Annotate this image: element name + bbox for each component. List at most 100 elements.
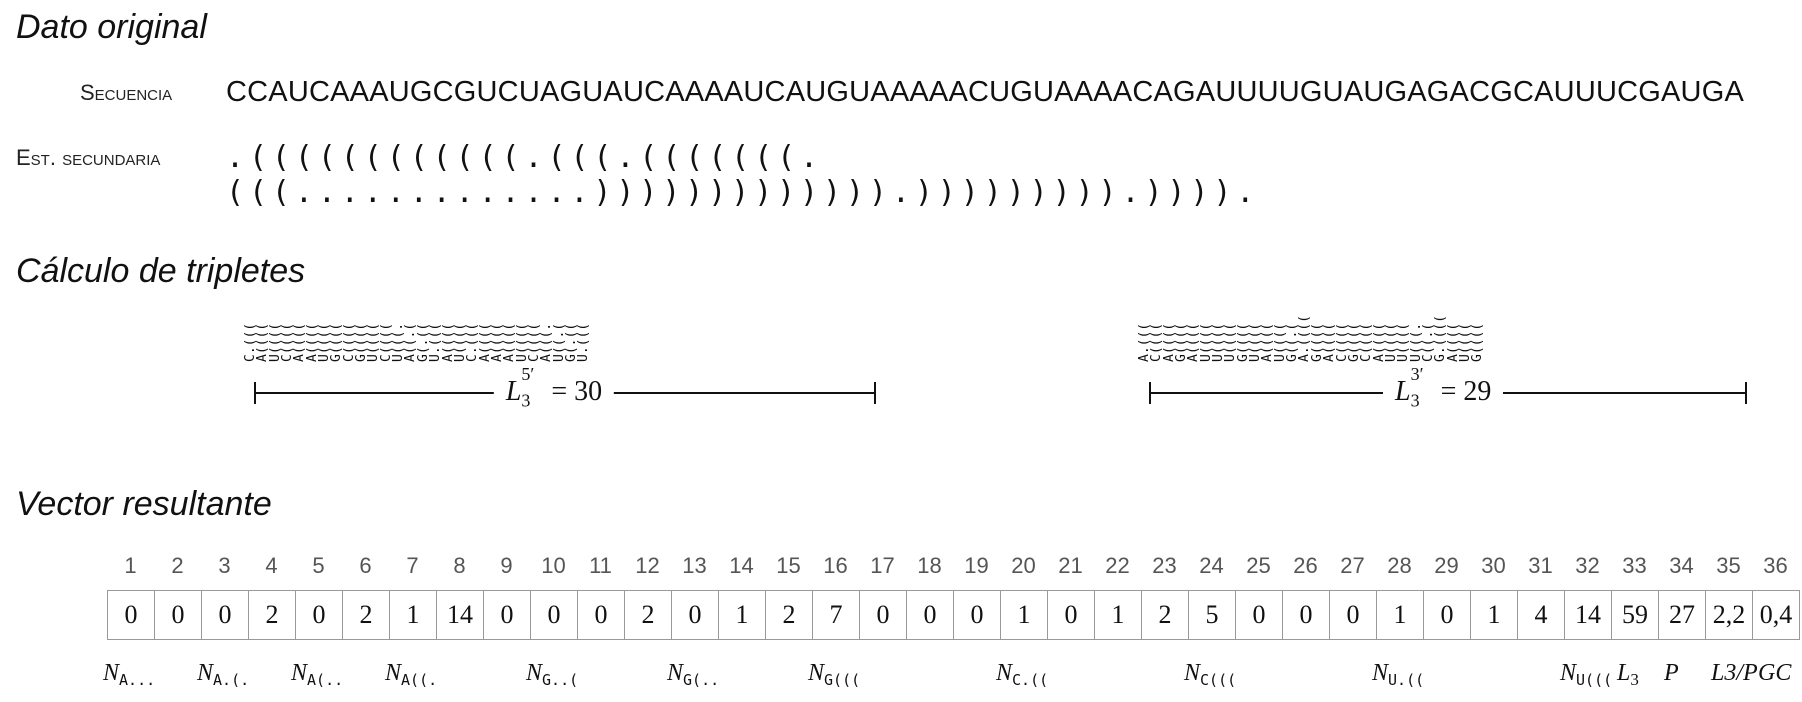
vector-cell: 2 bbox=[624, 591, 671, 639]
sequence-value: CCAUCAAAUGCGUCUAGUAUCAAAAUCAUGUAAAAACUGU… bbox=[226, 76, 1744, 108]
triplet: A(((( bbox=[1260, 318, 1275, 362]
vector-cell: 0 bbox=[1329, 591, 1376, 639]
vector-cell: 0 bbox=[671, 591, 718, 639]
triplet: A(((( bbox=[502, 318, 517, 362]
triplet: U.((( bbox=[428, 318, 443, 362]
triplet-text: G(((( bbox=[1470, 322, 1486, 362]
feature-label: L3 bbox=[1617, 660, 1639, 689]
triplet: A(((. bbox=[539, 318, 554, 362]
vector-index: 15 bbox=[776, 553, 801, 578]
triplet: U.((( bbox=[576, 318, 592, 362]
feature-label: NC.(( bbox=[996, 660, 1049, 689]
structure-value: .((((((((((((.(((.(((((((.(((...........… bbox=[226, 140, 1260, 210]
feature-label: NA.(. bbox=[197, 660, 250, 689]
vector-index: 29 bbox=[1434, 553, 1459, 578]
section-title-triplets: Cálculo de tripletes bbox=[16, 252, 306, 290]
triplet: A(((( bbox=[1322, 318, 1337, 362]
triplet: A(((( bbox=[441, 318, 456, 362]
vector-index: 18 bbox=[917, 553, 942, 578]
vector-cell: 0,4 bbox=[1752, 591, 1800, 639]
feature-label: NG..( bbox=[526, 660, 579, 689]
vector-cell: 1 bbox=[1000, 591, 1047, 639]
feature-label: NG((( bbox=[808, 660, 861, 689]
vector-index-row: 1 2 3 4 5 6 7 8 9 10 11 12 13 14 15 16 17 18 19 20 21 22 23 24 2… bbox=[107, 553, 1799, 579]
vector-index: 17 bbox=[870, 553, 895, 578]
vector-cell: 27 bbox=[1658, 591, 1705, 639]
length-bracket-5prime: L3 5′ = 30 bbox=[254, 364, 876, 412]
triplet: C(((( bbox=[1335, 318, 1350, 362]
vector-cell: 0 bbox=[1047, 591, 1094, 639]
vector-values-row: 0 0 0 2 0 2 1 14 0 0 0 2 0 1 2 7 0 0 0 1 0 1 2 5 0 0 0 1 0 1 4 14 59 27 2,… bbox=[107, 590, 1800, 640]
vector-cell: 5 bbox=[1188, 591, 1235, 639]
vector-index: 12 bbox=[635, 553, 660, 578]
length-bracket-3prime: L3 3′ = 29 bbox=[1149, 364, 1747, 412]
feature-label: NC((( bbox=[1184, 660, 1237, 689]
vector-index: 6 bbox=[359, 553, 372, 578]
triplet: A(((( bbox=[292, 318, 307, 362]
triplet: A((.( bbox=[403, 318, 418, 362]
triplet: A(((( bbox=[1186, 318, 1201, 362]
triplet-text: U.((( bbox=[576, 322, 592, 362]
feature-label: NG(.. bbox=[667, 660, 720, 689]
triplet: U(((( bbox=[1223, 318, 1238, 362]
vector-cell: 0 bbox=[577, 591, 624, 639]
feature-label: GC bbox=[1758, 660, 1792, 686]
vector-index: 31 bbox=[1528, 553, 1553, 578]
vector-cell: 0 bbox=[1423, 591, 1470, 639]
vector-index: 14 bbox=[729, 553, 754, 578]
vector-index: 24 bbox=[1199, 553, 1224, 578]
feature-label: NA... bbox=[103, 660, 156, 689]
vector-cell: 4 bbox=[1517, 591, 1564, 639]
vector-index: 25 bbox=[1246, 553, 1271, 578]
vector-index: 22 bbox=[1105, 553, 1130, 578]
vector-cell: 2 bbox=[342, 591, 389, 639]
vector-index: 36 bbox=[1763, 553, 1788, 578]
vector-cell: 0 bbox=[154, 591, 201, 639]
feature-label: P bbox=[1664, 660, 1679, 686]
vector-cell: 0 bbox=[530, 591, 577, 639]
vector-index: 10 bbox=[541, 553, 566, 578]
section-title-original: Dato original bbox=[16, 8, 207, 46]
vector-index: 33 bbox=[1622, 553, 1647, 578]
sequence-label: Secuencia bbox=[80, 80, 173, 105]
vector-cell: 2 bbox=[765, 591, 812, 639]
vector-index: 1 bbox=[124, 553, 137, 578]
vector-index: 11 bbox=[589, 553, 612, 578]
vector-cell: 1 bbox=[718, 591, 765, 639]
vector-index: 9 bbox=[500, 553, 513, 578]
vector-cell: 1 bbox=[1094, 591, 1141, 639]
length-label-3prime: L3 3′ = 29 bbox=[1383, 364, 1504, 412]
vector-index: 19 bbox=[964, 553, 989, 578]
structure-label: Est. secundaria bbox=[16, 145, 161, 170]
vector-index: 21 bbox=[1058, 553, 1083, 578]
feature-label: L3/P bbox=[1711, 660, 1758, 686]
vector-cell: 0 bbox=[201, 591, 248, 639]
vector-cell: 14 bbox=[1564, 591, 1611, 639]
vector-index: 27 bbox=[1340, 553, 1365, 578]
vector-cell: 0 bbox=[859, 591, 906, 639]
triplet: U(((( bbox=[1396, 318, 1411, 362]
vector-index: 20 bbox=[1011, 553, 1036, 578]
vector-cell: 2 bbox=[1141, 591, 1188, 639]
triplets-left: C.(((A((((U((((C((((A((((A((((U((((G((((… bbox=[243, 318, 592, 362]
vector-cell: 0 bbox=[953, 591, 1000, 639]
vector-index: 7 bbox=[406, 553, 419, 578]
vector-index: 34 bbox=[1669, 553, 1694, 578]
vector-cell: 7 bbox=[812, 591, 859, 639]
vector-index: 16 bbox=[823, 553, 848, 578]
vector-index: 2 bbox=[171, 553, 184, 578]
vector-index: 35 bbox=[1716, 553, 1741, 578]
vector-cell: 1 bbox=[1470, 591, 1517, 639]
vector-cell: 1 bbox=[389, 591, 436, 639]
vector-cell: 0 bbox=[1282, 591, 1329, 639]
triplet: A.(((( bbox=[1297, 315, 1312, 362]
triplet: C(((( bbox=[1359, 318, 1374, 362]
length-label-5prime: L3 5′ = 30 bbox=[493, 364, 615, 412]
vector-index: 8 bbox=[453, 553, 466, 578]
triplets-right: A.(((C((((A((((G((((A((((U((((U((((U((((… bbox=[1137, 315, 1486, 362]
triplet: U(((( bbox=[366, 318, 381, 362]
vector-cell: 59 bbox=[1611, 591, 1658, 639]
vector-cell: 2,2 bbox=[1705, 591, 1752, 639]
feature-label: NU.(( bbox=[1372, 660, 1425, 689]
vector-cell: 1 bbox=[1376, 591, 1423, 639]
